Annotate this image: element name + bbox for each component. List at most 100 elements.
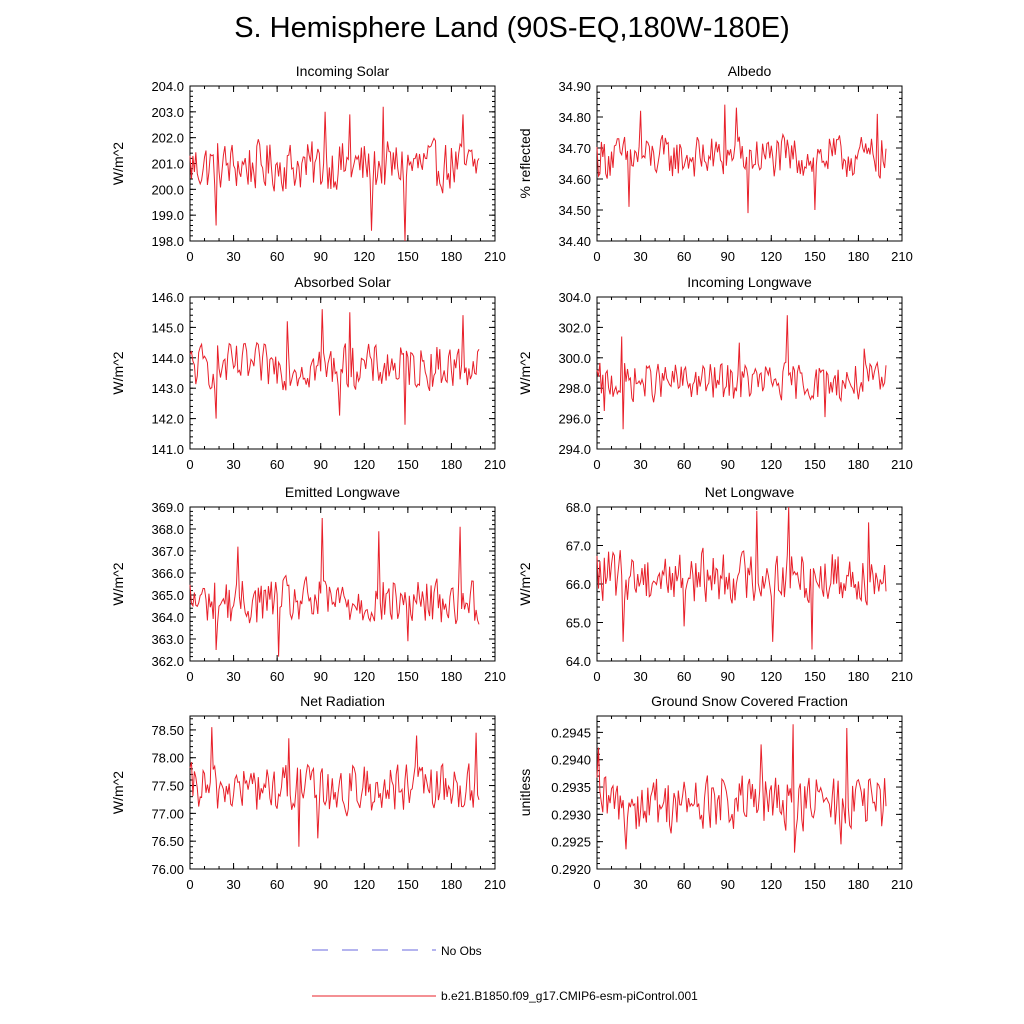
x-tick-label: 210 (891, 249, 913, 264)
panel-incoming-longwave: Incoming Longwave W/m^2 0 30 60 90 120 150 180 21… (517, 274, 913, 472)
x-tick-label: 150 (397, 669, 419, 684)
x-tick-label: 180 (848, 457, 870, 472)
y-axis-label: W/m^2 (110, 351, 126, 394)
plot-frame (596, 296, 903, 450)
x-tick-label: 30 (633, 669, 647, 684)
x-tick-label: 180 (441, 457, 463, 472)
x-tick-label: 120 (760, 877, 782, 892)
x-tick-label: 120 (760, 457, 782, 472)
y-tick-label: 298.0 (558, 381, 591, 396)
series-line (596, 506, 887, 650)
x-tick-label: 60 (677, 669, 691, 684)
y-tick-label: 200.0 (151, 182, 184, 197)
panel-net-radiation: Net Radiation W/m^2 0 30 60 90 120 150 180 210 76.… (110, 693, 506, 892)
x-tick-label: 90 (720, 457, 734, 472)
x-tick-label: 30 (226, 249, 240, 264)
figure-title: S. Hemisphere Land (90S-EQ,180W-180E) (234, 12, 790, 44)
y-tick-label: 143.0 (151, 381, 184, 396)
x-tick-label: 120 (353, 249, 375, 264)
legend-label: No Obs (441, 944, 482, 958)
y-tick-label: 0.2945 (551, 725, 591, 740)
x-tick-label: 150 (397, 457, 419, 472)
y-tick-label: 77.50 (151, 779, 184, 794)
y-tick-label: 365.0 (151, 588, 184, 603)
x-tick-label: 30 (226, 457, 240, 472)
x-tick-label: 210 (891, 877, 913, 892)
panel-absorbed-solar: Absorbed Solar W/m^2 0 30 60 90 120 150 180 210 14… (110, 274, 506, 472)
y-tick-label: 65.0 (566, 616, 591, 631)
y-tick-label: 34.80 (558, 110, 591, 125)
y-tick-label: 146.0 (151, 290, 184, 305)
plot-frame (189, 296, 496, 450)
x-tick-label: 0 (593, 877, 600, 892)
y-tick-label: 362.0 (151, 654, 184, 669)
x-tick-label: 180 (441, 669, 463, 684)
y-tick-label: 296.0 (558, 412, 591, 427)
y-axis-label: W/m^2 (110, 771, 126, 814)
x-tick-label: 150 (397, 877, 419, 892)
panel-title: Incoming Solar (296, 63, 390, 79)
y-tick-label: 0.2925 (551, 835, 591, 850)
x-tick-label: 60 (270, 669, 284, 684)
panel-incoming-solar: Incoming Solar W/m^2 0 30 60 90 120 150 180 210 19… (110, 63, 506, 264)
x-tick-label: 120 (353, 457, 375, 472)
series-line (189, 309, 480, 425)
x-tick-label: 90 (720, 877, 734, 892)
y-tick-label: 141.0 (151, 442, 184, 457)
x-tick-label: 180 (848, 249, 870, 264)
x-tick-label: 120 (353, 669, 375, 684)
x-tick-label: 30 (226, 669, 240, 684)
x-tick-label: 180 (441, 877, 463, 892)
x-tick-label: 0 (593, 669, 600, 684)
series-line (596, 315, 887, 430)
y-tick-label: 64.0 (566, 654, 591, 669)
y-tick-label: 304.0 (558, 290, 591, 305)
y-tick-label: 76.00 (151, 862, 184, 877)
y-tick-label: 68.0 (566, 500, 591, 515)
y-tick-label: 369.0 (151, 500, 184, 515)
y-tick-label: 34.60 (558, 172, 591, 187)
y-tick-label: 302.0 (558, 320, 591, 335)
panel-title: Albedo (728, 63, 772, 79)
series-line (189, 727, 480, 847)
x-tick-label: 90 (313, 877, 327, 892)
panel-title: Net Longwave (705, 484, 795, 500)
series-line (596, 104, 887, 214)
panel-title: Ground Snow Covered Fraction (651, 693, 848, 709)
y-tick-label: 76.50 (151, 834, 184, 849)
y-tick-label: 34.50 (558, 203, 591, 218)
panel-net-longwave: Net Longwave W/m^2 0 30 60 90 120 150 180 210 64.0… (517, 484, 913, 684)
panel-ground-snow-covered-fraction: Ground Snow Covered Fraction unitless 0 30 6… (517, 693, 913, 892)
y-tick-label: 367.0 (151, 544, 184, 559)
x-tick-label: 210 (484, 669, 506, 684)
x-tick-label: 90 (720, 669, 734, 684)
x-tick-label: 90 (720, 249, 734, 264)
x-tick-label: 90 (313, 457, 327, 472)
y-tick-label: 364.0 (151, 610, 184, 625)
plot-frame (596, 506, 903, 662)
x-tick-label: 180 (848, 877, 870, 892)
y-axis-label: unitless (517, 769, 533, 816)
plot-frame (189, 85, 496, 242)
x-tick-label: 210 (891, 457, 913, 472)
y-tick-label: 34.90 (558, 79, 591, 94)
x-tick-label: 60 (677, 457, 691, 472)
plot-frame (596, 85, 903, 242)
x-tick-label: 150 (804, 249, 826, 264)
x-tick-label: 210 (891, 669, 913, 684)
x-tick-label: 0 (186, 249, 193, 264)
x-tick-label: 60 (270, 249, 284, 264)
x-tick-label: 30 (633, 877, 647, 892)
x-tick-label: 150 (397, 249, 419, 264)
x-tick-label: 60 (677, 249, 691, 264)
legend-item-no-obs: No Obs (312, 944, 482, 958)
y-tick-label: 202.0 (151, 131, 184, 146)
x-tick-label: 90 (313, 669, 327, 684)
panel-title: Emitted Longwave (285, 484, 400, 500)
y-tick-label: 363.0 (151, 632, 184, 647)
y-tick-label: 0.2940 (551, 753, 591, 768)
y-tick-label: 203.0 (151, 105, 184, 120)
y-axis-label: % reflected (517, 128, 533, 198)
plot-frame (189, 715, 496, 870)
